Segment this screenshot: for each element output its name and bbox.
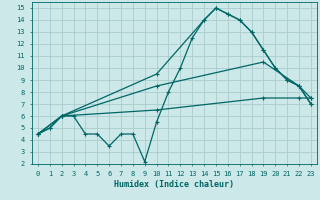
X-axis label: Humidex (Indice chaleur): Humidex (Indice chaleur): [115, 180, 234, 189]
